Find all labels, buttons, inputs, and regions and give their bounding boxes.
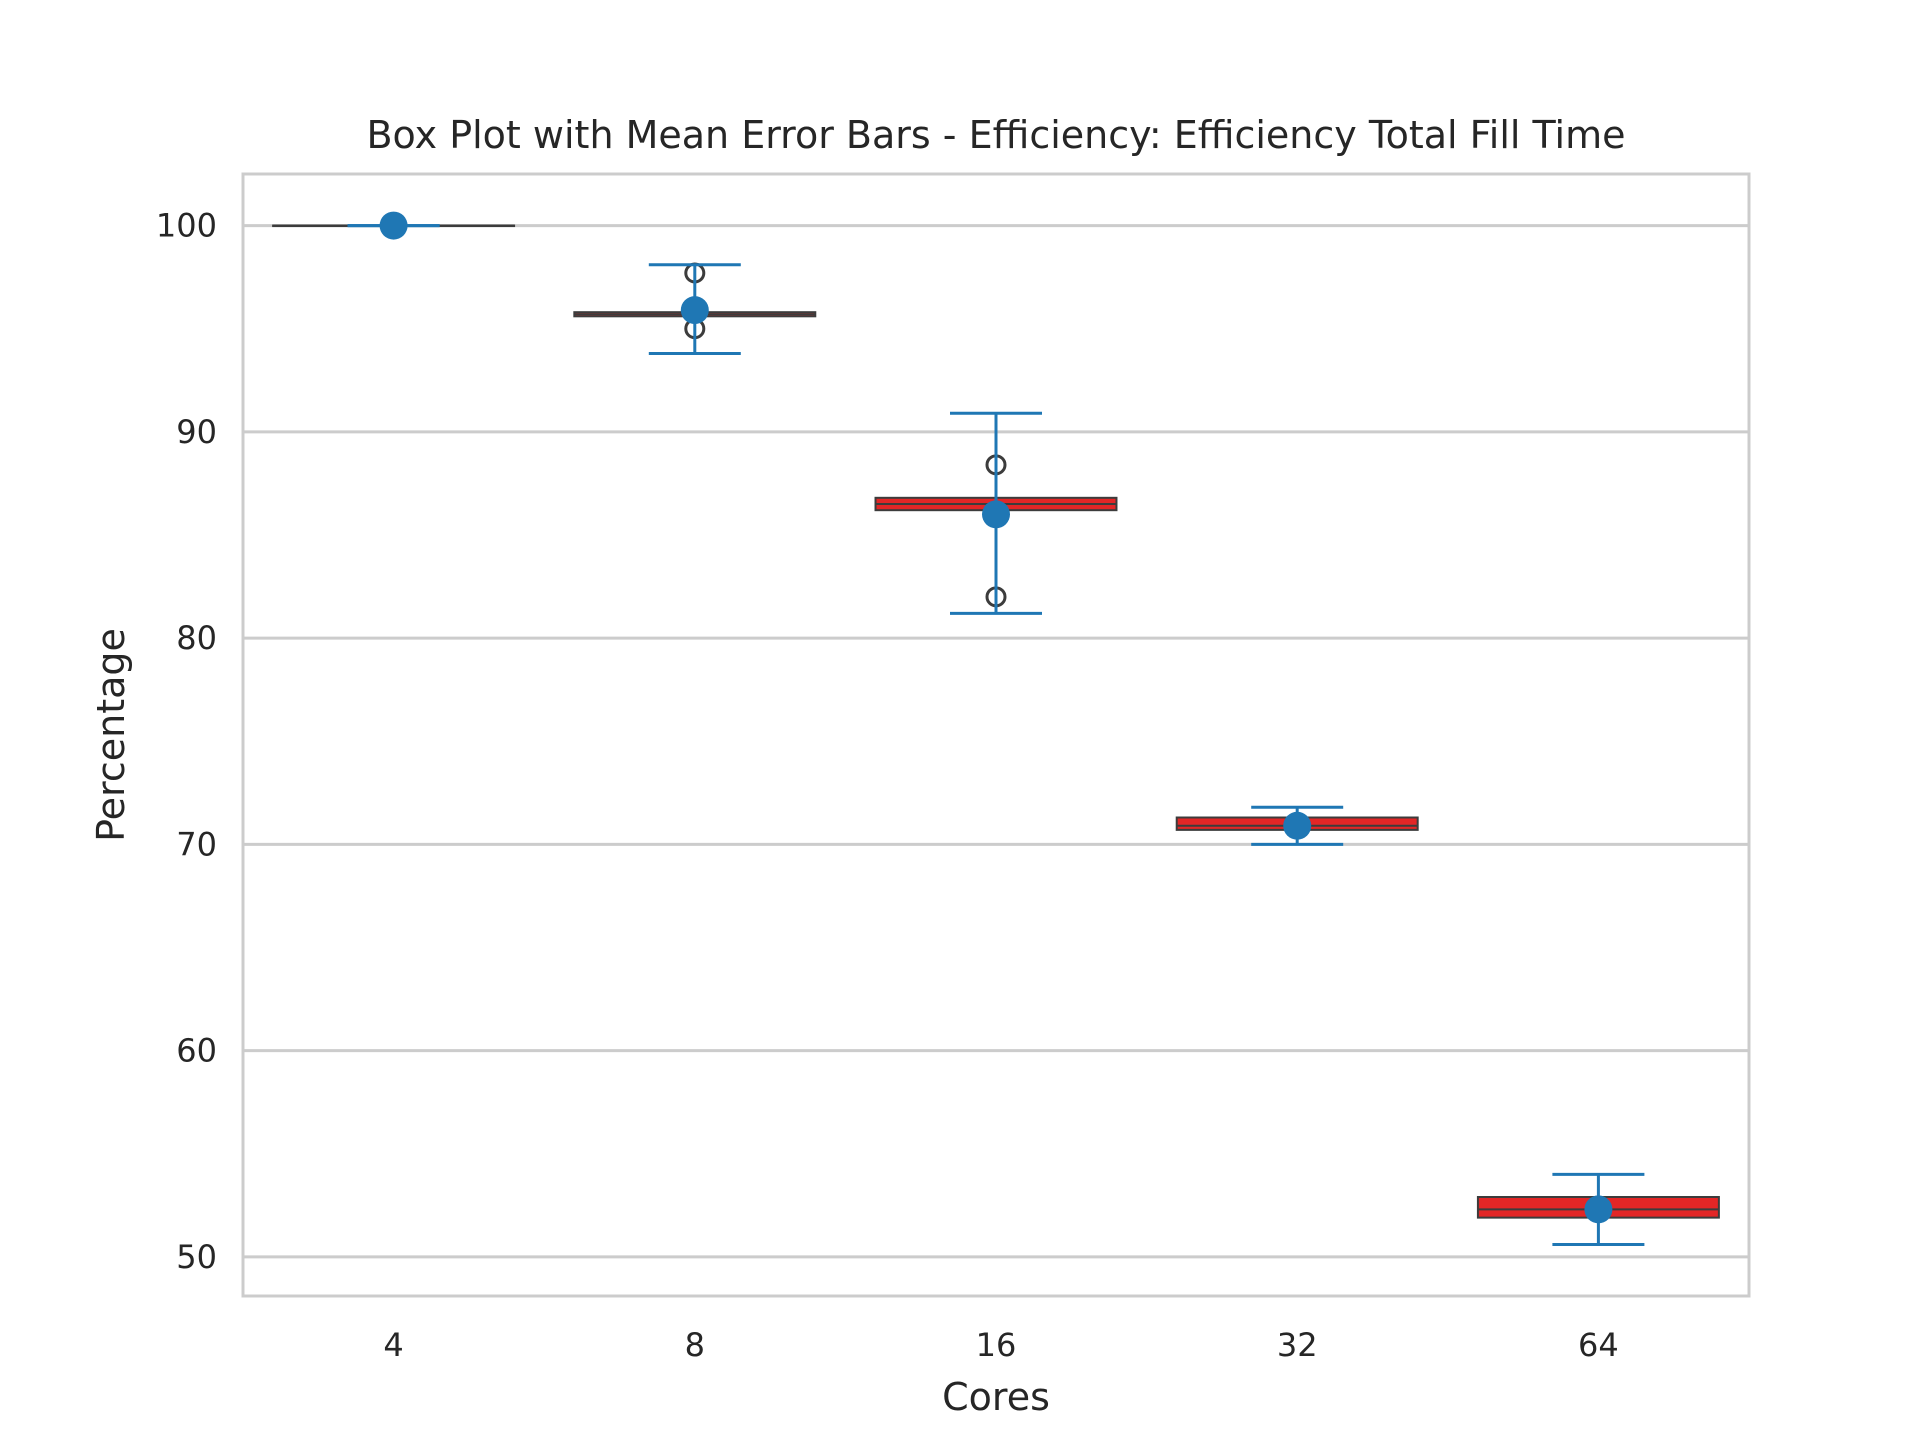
plot-frame	[241, 172, 1751, 1298]
x-tick-label-4: 4	[383, 1326, 403, 1364]
mean-point-4	[379, 211, 408, 240]
mean-point-32	[1283, 811, 1312, 840]
x-tick-label-32: 32	[1277, 1326, 1318, 1364]
y-tick-label-70: 70	[176, 825, 217, 863]
y-tick-label-90: 90	[176, 413, 217, 451]
y-tick-label-50: 50	[176, 1238, 217, 1276]
y-axis-label: Percentage	[89, 628, 133, 842]
mean-point-16	[982, 500, 1010, 529]
mean-point-8	[680, 296, 709, 325]
y-tick-label-100: 100	[156, 207, 217, 245]
x-tick-label-64: 64	[1578, 1326, 1619, 1364]
y-tick-label-80: 80	[176, 619, 217, 657]
x-tick-label-8: 8	[685, 1326, 705, 1364]
x-tick-label-16: 16	[976, 1326, 1017, 1364]
tick-labels: 50 60 70 80 90 100 4 8 16 32 64	[156, 207, 1619, 1364]
x-axis-label: Cores	[942, 1375, 1050, 1419]
error-bars-layer	[347, 211, 1645, 1246]
mean-point-64	[1584, 1195, 1613, 1224]
y-tick-label-60: 60	[176, 1032, 217, 1070]
chart-title: Box Plot with Mean Error Bars - Efficien…	[366, 113, 1625, 157]
